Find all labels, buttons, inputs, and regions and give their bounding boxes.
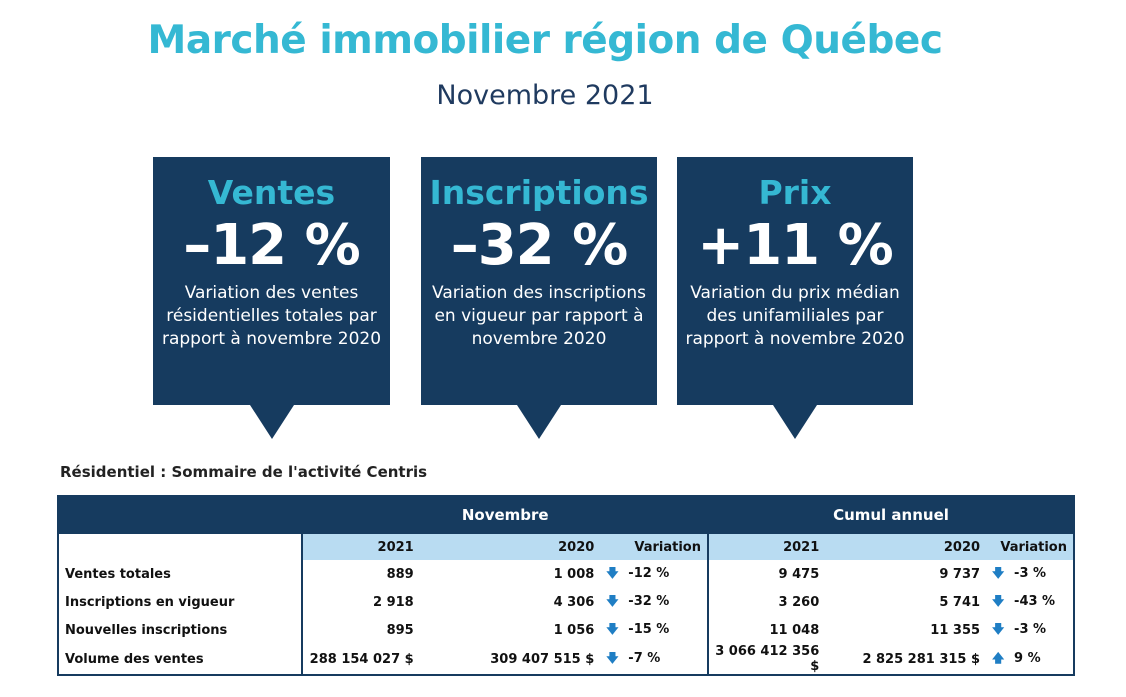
cell-month-2021: 889 [301, 560, 420, 588]
cell-month-2020: 1 056 [553, 622, 595, 638]
cell-month-2020: 309 407 515 $ [419, 644, 601, 676]
arrow-down-icon: 🡇 [992, 621, 1005, 636]
col-ytd-2020: 2020 [825, 534, 987, 560]
row-label: Inscriptions en vigueur [56, 588, 303, 616]
card-description: Variation du prix médian des unifamilial… [685, 283, 905, 349]
cell-ytd-2021: 3 066 412 356 $ [706, 644, 826, 676]
row-label: Nouvelles inscriptions [56, 616, 303, 644]
cell-ytd-2020: 2 825 281 315 $ [825, 644, 987, 676]
card-description: Variation des ventes résidentielles tota… [161, 283, 382, 349]
table-group-header: Novembre Cumul annuel [56, 495, 1076, 534]
arrow-down-icon: 🡇 [992, 565, 1005, 580]
cell-ytd-2021: 3 260 [706, 588, 826, 616]
page-title: Marché immobilier région de Québec [147, 18, 943, 63]
arrow-down-icon: 🡇 [606, 650, 619, 665]
header-group-month: Novembre [301, 495, 708, 534]
cell-ytd-2020: 11 355 [930, 622, 981, 638]
card-description: Variation des inscriptions en vigueur pa… [432, 283, 646, 349]
cell-ytd-2020: 9 737 [939, 566, 981, 582]
arrow-up-icon: 🡅 [992, 650, 1005, 665]
cell-month-2021: 895 [301, 616, 420, 644]
table-row: Volume des ventes 288 154 027 $ 309 407 … [56, 644, 1075, 676]
table-row: Inscriptions en vigueur 2 918 4 306 🡇 -32… [56, 588, 1075, 616]
cell-ytd-variation: 🡇 -3 % [986, 560, 1075, 588]
header-blank [56, 534, 303, 560]
card-title: Prix [758, 173, 832, 212]
arrow-down-icon: 🡇 [606, 621, 619, 636]
table-row: Ventes totales 889 1 008 🡇 -12 % 9 475 9 … [56, 560, 1075, 588]
cell-month-2020: 1 008 [553, 566, 595, 582]
table-caption: Résidentiel : Sommaire de l'activité Cen… [60, 463, 428, 481]
arrow-down-icon: 🡇 [606, 593, 619, 608]
header-group-ytd: Cumul annuel [706, 495, 1076, 534]
card-pointer [517, 405, 561, 439]
page-subtitle: Novembre 2021 [436, 80, 654, 111]
card-title: Ventes [207, 173, 336, 212]
cell-ytd-variation: 🡇 -3 % [986, 616, 1075, 644]
arrow-down-icon: 🡇 [606, 565, 619, 580]
cell-month-variation: 🡇 -15 % [600, 616, 708, 644]
card-value: +11 % [697, 213, 893, 278]
row-label: Ventes totales [56, 560, 303, 588]
cell-ytd-2021: 11 048 [706, 616, 826, 644]
cell-month-variation: 🡇 -12 % [600, 560, 708, 588]
cell-ytd-2021: 9 475 [706, 560, 826, 588]
cell-ytd-2020: 5 741 [939, 594, 981, 610]
card-pointer [249, 405, 294, 439]
card-ventes: Ventes –12 % Variation des ventes réside… [153, 157, 390, 439]
cell-ytd-variation: 🡇 -43 % [986, 588, 1075, 616]
table-row: Nouvelles inscriptions 895 1 056 🡇 -15 % … [56, 616, 1075, 644]
card-title: Inscriptions [429, 173, 649, 212]
col-ytd-2021: 2021 [706, 534, 826, 560]
activity-summary-table: Novembre Cumul annuel 2021 2020 Variatio… [56, 495, 1076, 676]
cell-ytd-variation: 🡅 9 % [986, 644, 1075, 676]
cell-month-variation: 🡇 -32 % [600, 588, 708, 616]
row-label: Volume des ventes [56, 644, 303, 676]
col-month-variation: Variation [600, 534, 708, 560]
cell-month-2021: 288 154 027 $ [301, 644, 420, 676]
card-value: –12 % [183, 213, 361, 278]
card-value: –32 % [450, 213, 629, 278]
header-blank [56, 495, 303, 534]
card-prix: Prix +11 % Variation du prix médian des … [677, 157, 913, 439]
table-column-header: 2021 2020 Variation 2021 2020 Variation [56, 534, 1075, 560]
cell-month-2021: 2 918 [301, 588, 420, 616]
card-inscriptions: Inscriptions –32 % Variation des inscrip… [421, 157, 657, 439]
col-month-2021: 2021 [301, 534, 420, 560]
card-pointer [773, 405, 817, 439]
col-ytd-variation: Variation [986, 534, 1075, 560]
cell-month-variation: 🡇 -7 % [600, 644, 708, 676]
arrow-down-icon: 🡇 [992, 593, 1005, 608]
cell-month-2020: 4 306 [553, 594, 595, 610]
col-month-2020: 2020 [419, 534, 601, 560]
